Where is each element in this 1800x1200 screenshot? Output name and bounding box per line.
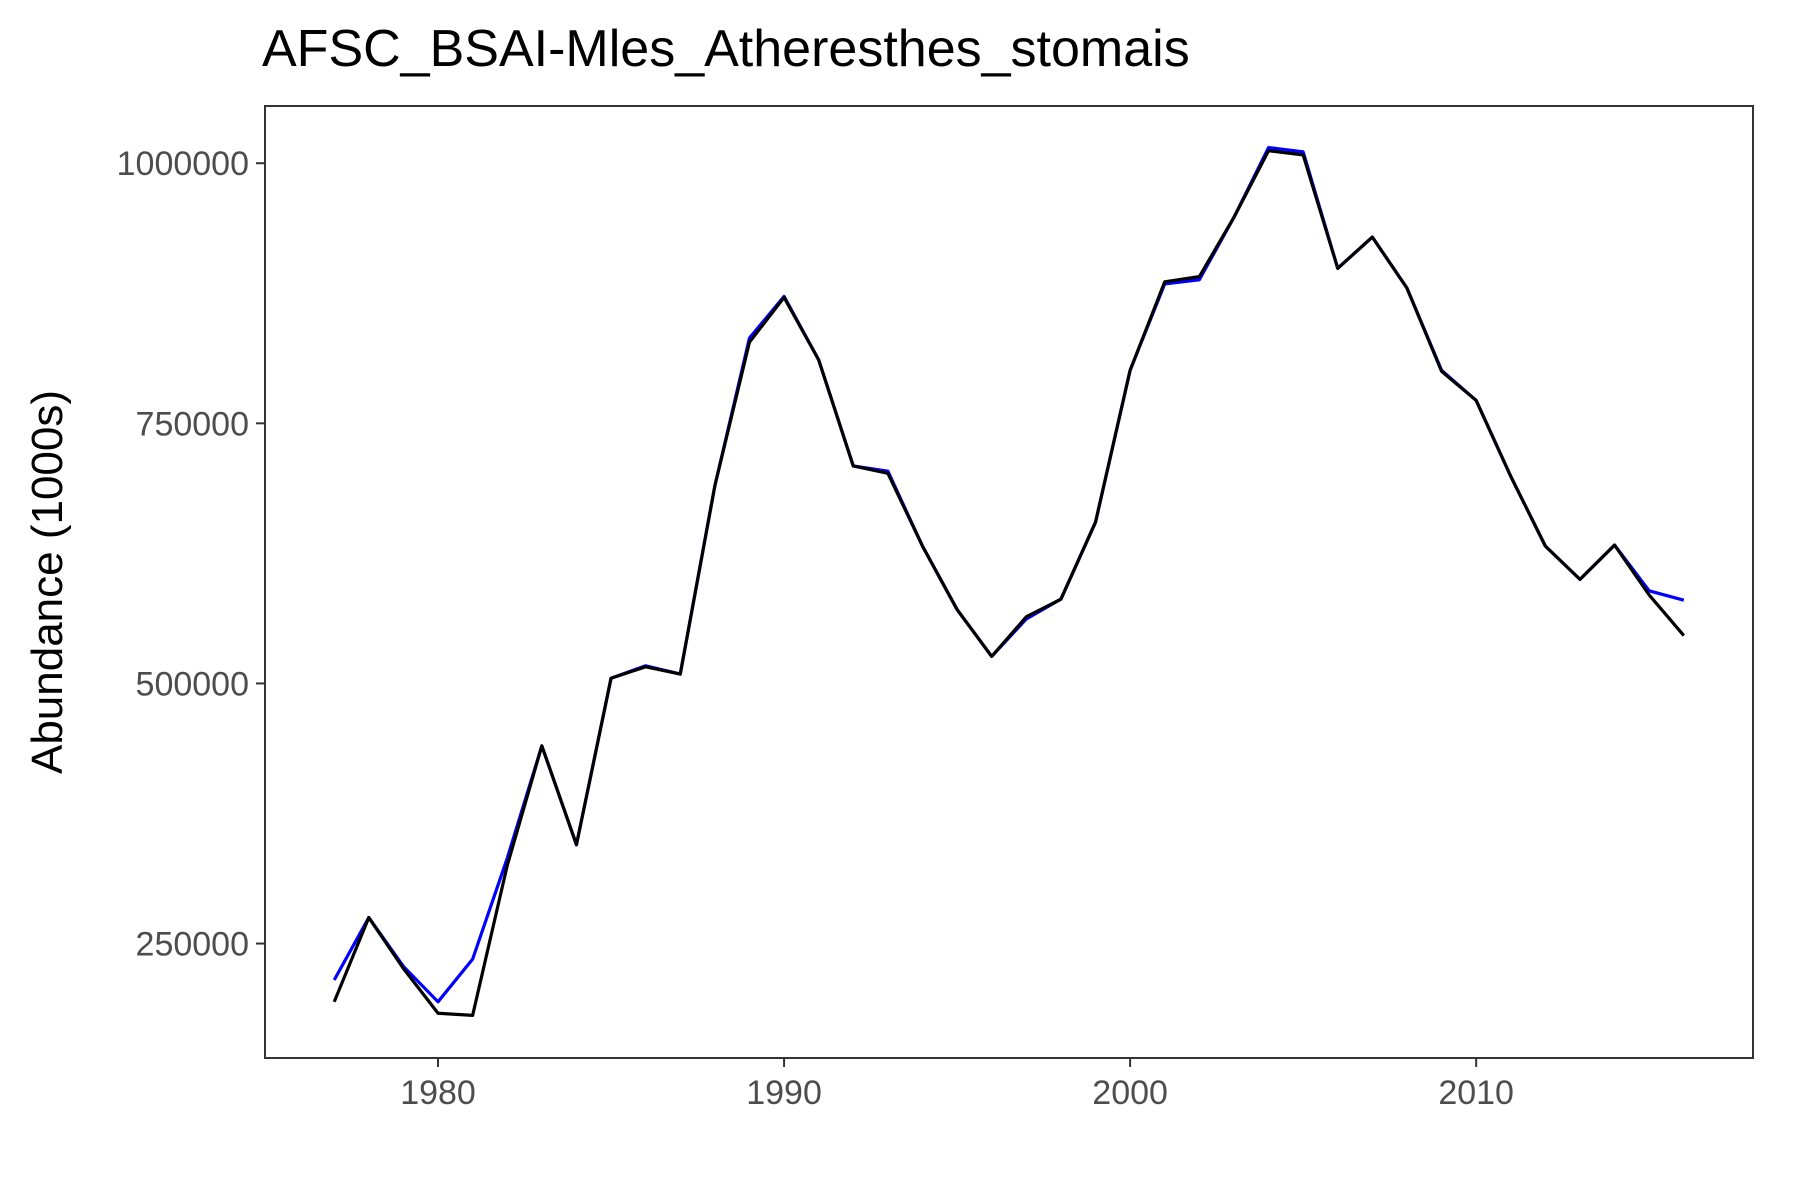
y-tick-label: 1000000 — [117, 145, 249, 183]
x-tick-label: 2010 — [1438, 1074, 1514, 1112]
y-axis-label: Abundance (1000s) — [23, 390, 72, 774]
x-axis: 1980 1990 2000 2010 — [400, 1058, 1514, 1112]
y-tick-label: 750000 — [136, 405, 249, 443]
y-tick-label: 250000 — [136, 926, 249, 964]
x-tick-label: 2000 — [1092, 1074, 1168, 1112]
chart-title: AFSC_BSAI-Mles_Atheresthes_stomais — [262, 20, 1190, 78]
plot-panel — [264, 105, 1754, 1059]
series-group — [332, 146, 1686, 1017]
y-axis: 250000 500000 750000 1000000 — [117, 145, 265, 964]
x-tick-label: 1990 — [746, 1074, 822, 1112]
x-tick-label: 1980 — [400, 1074, 476, 1112]
series-line-black — [332, 149, 1686, 1017]
y-tick-label: 500000 — [136, 665, 249, 703]
